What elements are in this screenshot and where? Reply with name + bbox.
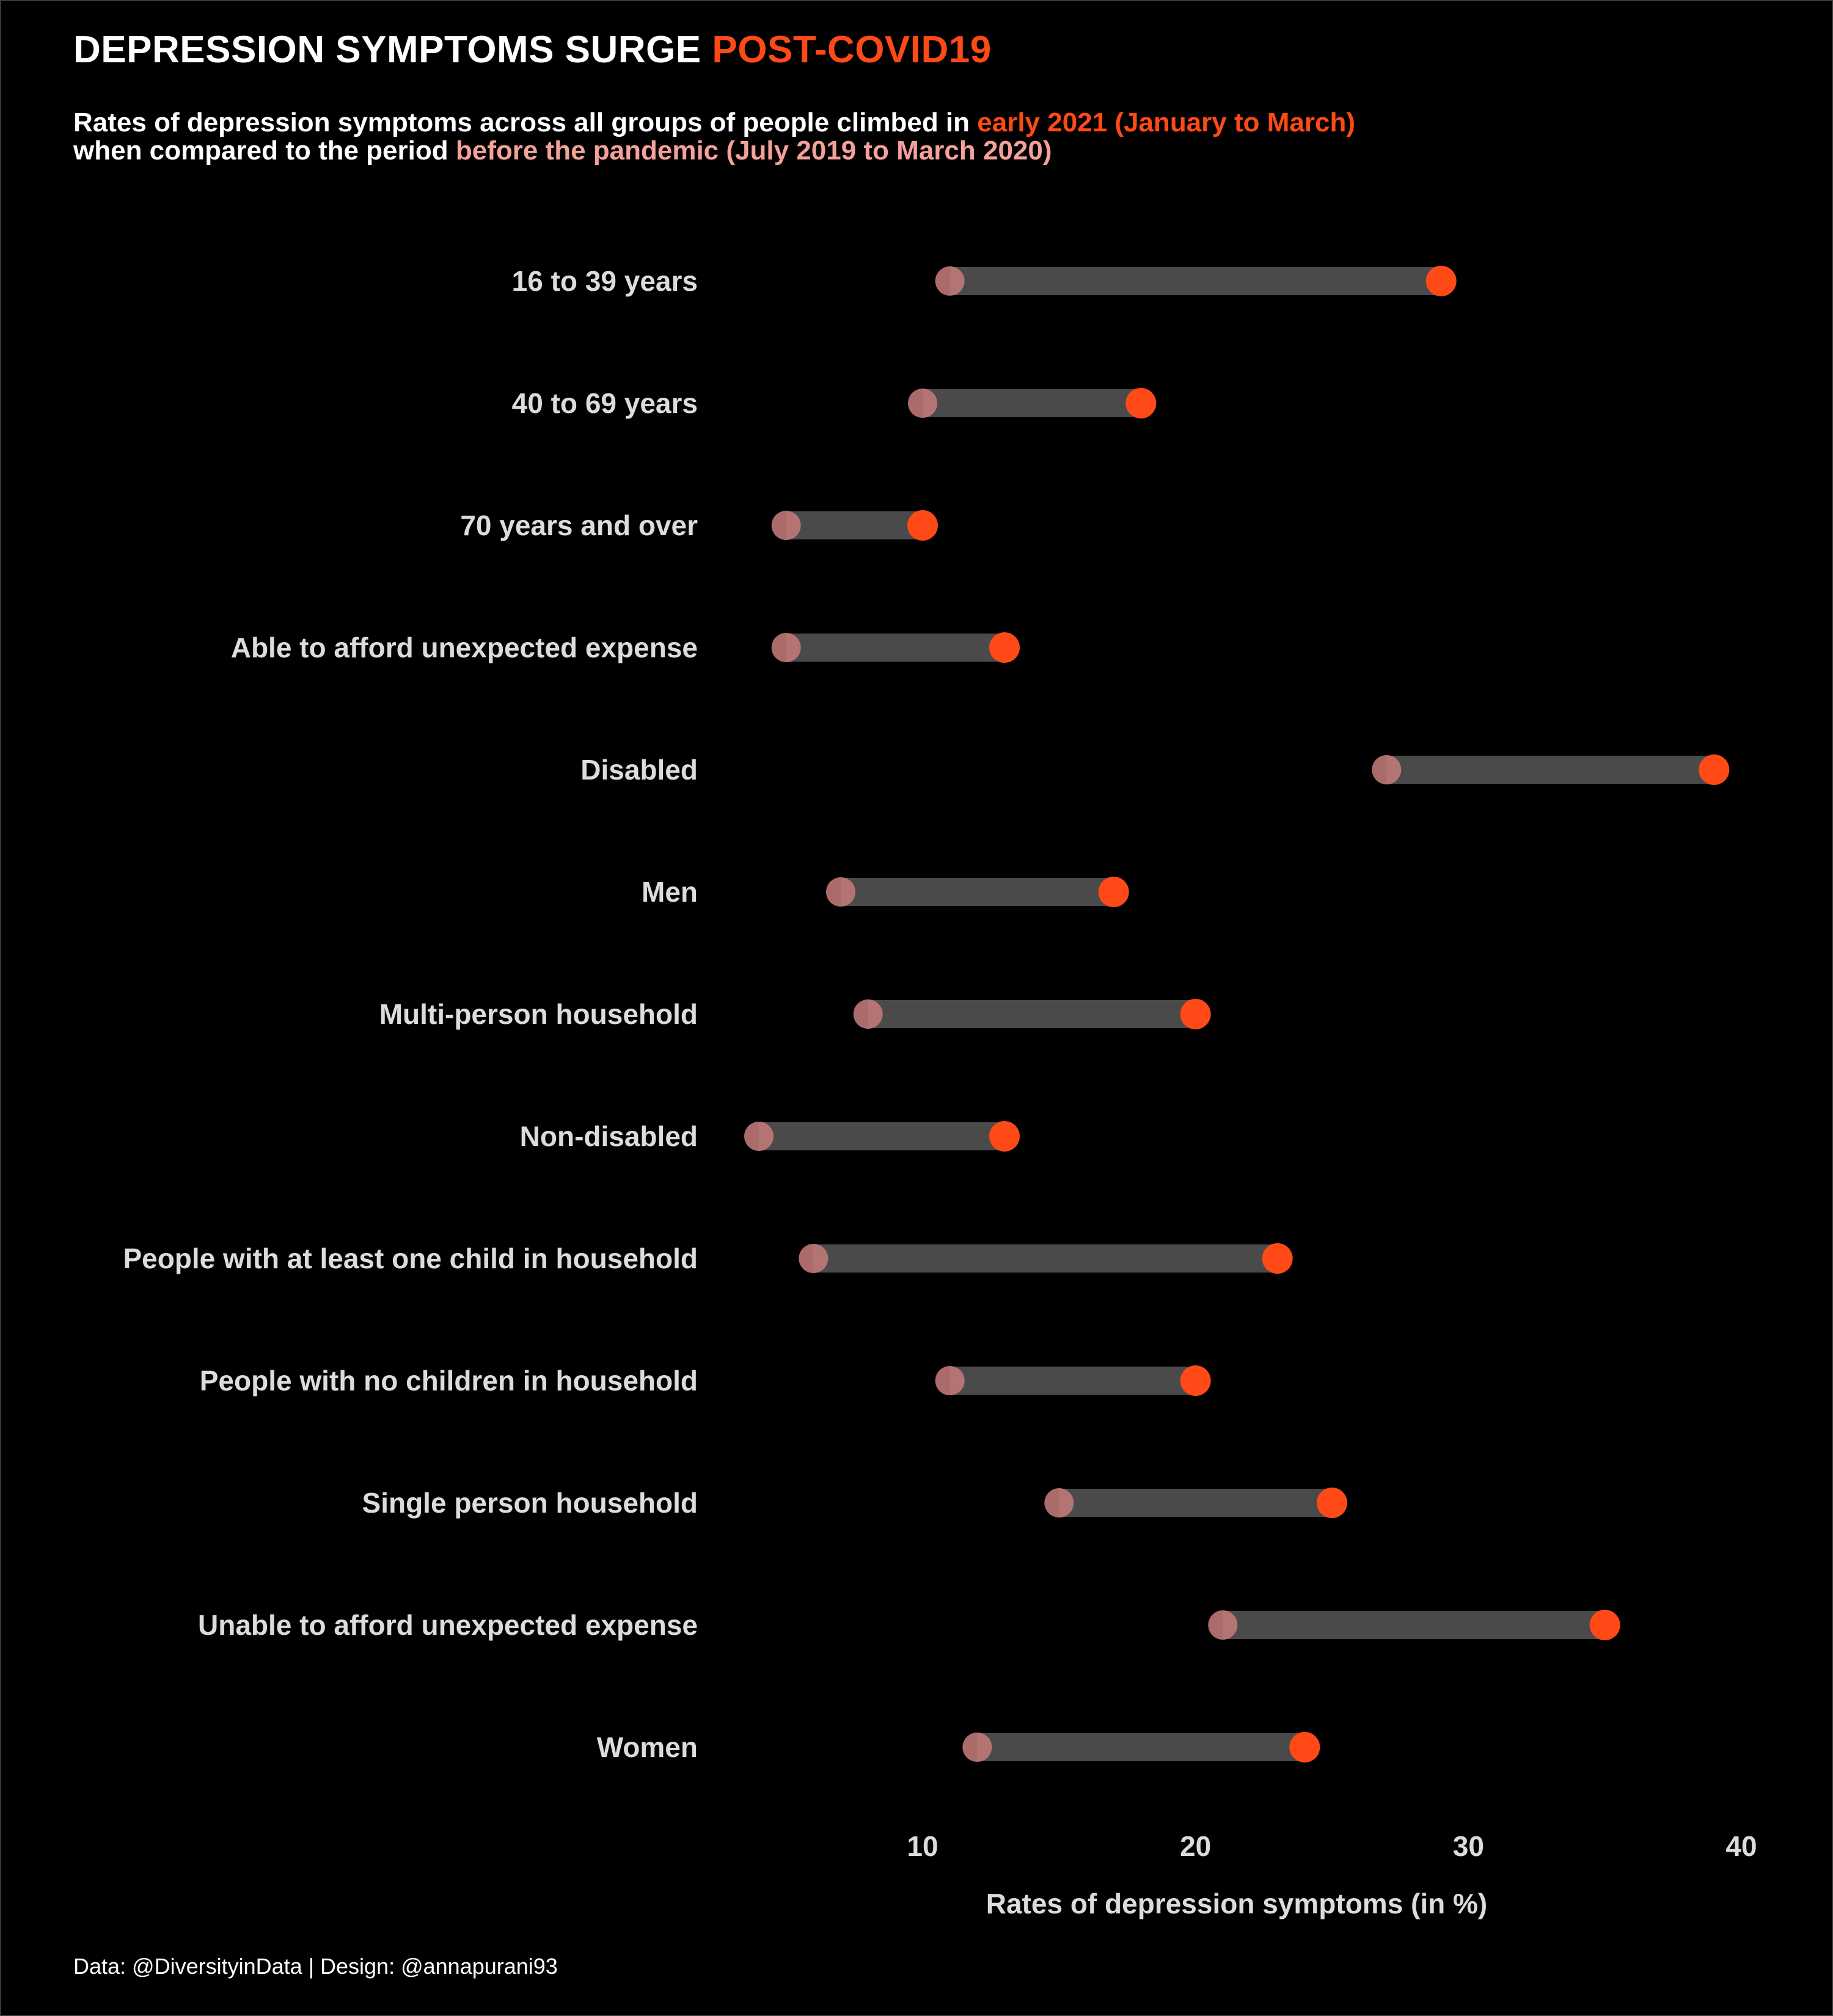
subtitle-line-1: Rates of depression symptoms across all … [73, 109, 1355, 137]
after-point [1098, 877, 1129, 907]
after-point [989, 1121, 1020, 1152]
category-label: 16 to 39 years [512, 265, 698, 297]
category-label: People with no children in household [200, 1365, 698, 1397]
title-highlight: POST-COVID19 [712, 29, 992, 71]
category-label: Single person household [362, 1487, 698, 1519]
subtitle-line-2-text: when compared to the period [73, 136, 456, 166]
subtitle-line-1-text: Rates of depression symptoms across all … [73, 108, 978, 137]
after-point [1289, 1732, 1320, 1762]
before-point [1372, 755, 1402, 784]
category-label: Able to afford unexpected expense [231, 632, 698, 663]
before-point [1044, 1488, 1074, 1517]
before-point [853, 999, 883, 1029]
subtitle-before-period: before the pandemic (July 2019 to March … [455, 136, 1052, 166]
before-point [799, 1244, 829, 1273]
after-point [907, 510, 938, 541]
before-point [908, 389, 937, 418]
category-label: Non-disabled [520, 1120, 698, 1152]
category-label: People with at least one child in househ… [123, 1243, 698, 1274]
before-point [771, 511, 801, 540]
x-tick-label: 10 [907, 1830, 938, 1862]
before-point [771, 633, 801, 662]
after-point [1180, 999, 1211, 1029]
subtitle-line-2: when compared to the period before the p… [73, 137, 1355, 165]
title-main: DEPRESSION SYMPTOMS SURGE [73, 29, 712, 71]
category-label: Unable to afford unexpected expense [198, 1609, 698, 1641]
category-label: Disabled [580, 754, 698, 786]
before-point [935, 1366, 965, 1395]
category-label: Women [597, 1731, 698, 1763]
after-point [1262, 1243, 1293, 1274]
category-label: Men [642, 876, 698, 908]
after-point [1317, 1488, 1347, 1518]
before-point [826, 877, 855, 907]
after-point [1589, 1610, 1620, 1640]
category-label: Multi-person household [379, 998, 698, 1030]
x-tick-label: 20 [1180, 1830, 1211, 1862]
after-point [1425, 266, 1457, 296]
after-point [1125, 388, 1157, 418]
category-label: 40 to 69 years [512, 387, 698, 419]
chart-title: DEPRESSION SYMPTOMS SURGE POST-COVID19 [73, 28, 992, 71]
x-tick-label: 40 [1725, 1830, 1757, 1862]
before-point [1208, 1610, 1238, 1640]
x-tick-label: 30 [1453, 1830, 1484, 1862]
x-axis-title: Rates of depression symptoms (in %) [986, 1888, 1488, 1919]
category-label: 70 years and over [460, 509, 698, 541]
after-point [1180, 1365, 1211, 1396]
chart-subtitle: Rates of depression symptoms across all … [73, 109, 1355, 165]
subtitle-after-period: early 2021 (January to March) [977, 108, 1355, 137]
before-point [962, 1733, 992, 1762]
caption: Data: @DiversityinData | Design: @annapu… [73, 1954, 558, 1979]
before-point [935, 266, 965, 296]
after-point [989, 632, 1020, 663]
after-point [1699, 754, 1730, 785]
before-point [744, 1122, 774, 1151]
